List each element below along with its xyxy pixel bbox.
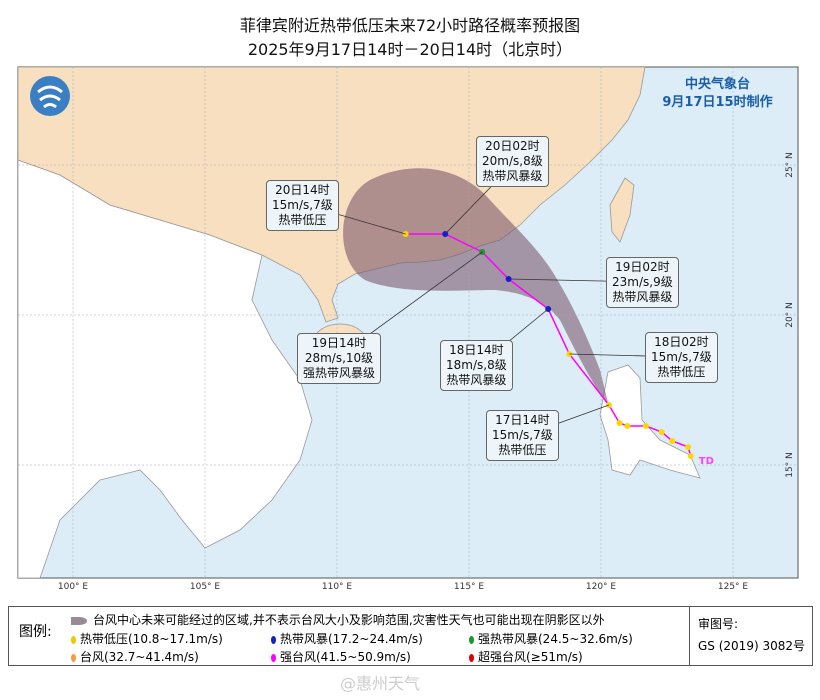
past-track-point [624,423,631,429]
legend-item: 热带低压(10.8~17.1m/s) [71,630,223,647]
lon-tick-label: 120° E [586,582,617,592]
forecast-time: 18日02时 [654,335,709,349]
legend-item-label: 强台风(41.5~50.9m/s) [280,650,411,664]
lon-tick-label: 110° E [322,582,353,592]
category-dot-icon [71,653,76,662]
past-track-point [687,453,694,459]
audit-number-box: 审图号: GS (2019) 3082号 [689,607,812,665]
legend-item: 超强台风(≥51m/s) [469,648,583,665]
audit-number: GS (2019) 3082号 [698,639,805,653]
forecast-wind: 15m/s,7级 [651,350,712,364]
category-dot-icon [271,653,276,662]
forecast-cone [343,168,609,407]
legend-heading: 图例: [19,624,52,640]
forecast-label: 20日14时 15m/s,7级 热带低压 [266,180,339,231]
lon-tick-label: 105° E [190,582,221,592]
category-dot-icon [469,653,474,662]
issue-time: 9月17日15时制作 [662,95,773,110]
forecast-label: 19日14时 28m/s,10级 强热带风暴级 [297,333,382,384]
legend-item-label: 热带低压(10.8~17.1m/s) [80,632,223,646]
past-track-point [669,438,676,444]
past-track-point [658,429,665,435]
forecast-label: 17日14时 15m/s,7级 热带低压 [486,410,559,461]
legend-item: 强热带风暴(24.5~32.6m/s) [469,630,633,647]
forecast-time: 19日14时 [311,336,367,350]
forecast-grade: 热带低压 [657,365,706,379]
map-subtitle: 2025年9月17日14时－20日14时（北京时） [247,40,573,59]
forecast-time: 20日02时 [485,139,540,153]
legend-item: 台风(32.7~41.4m/s) [71,648,199,665]
td-label: TD [699,456,714,467]
category-dot-icon [271,635,276,644]
legend-item-label: 热带风暴(17.2~24.4m/s) [280,632,423,646]
legend-item: 热带风暴(17.2~24.4m/s) [271,630,423,647]
legend-item-label: 台风(32.7~41.4m/s) [80,650,199,664]
forecast-wind: 28m/s,10级 [304,351,374,365]
map-title: 菲律宾附近热带低压未来72小时路径概率预报图 [239,16,581,35]
past-track-point [685,444,692,450]
category-dot-icon [469,635,474,644]
forecast-grade: 热带风暴级 [482,169,543,183]
past-track-point [616,420,623,426]
forecast-label: 19日02时 23m/s,9级 热带风暴级 [606,257,679,308]
cma-logo [30,76,70,116]
forecast-time: 20日14时 [275,183,330,197]
forecast-wind: 23m/s,9级 [612,275,673,289]
forecast-time: 17日14时 [495,413,550,427]
forecast-label: 18日02时 15m/s,7级 热带低压 [645,332,718,383]
taiwan-island [609,177,635,243]
lat-tick-label: 20° N [785,302,795,328]
watermark: @惠州天气 [340,674,421,693]
luzon-island [599,364,701,479]
legend-item-label: 超强台风(≥51m/s) [478,650,583,664]
forecast-time: 18日14时 [449,343,504,357]
forecast-grade: 热带风暴级 [446,373,507,387]
lon-tick-label: 100° E [58,582,89,592]
forecast-grade: 强热带风暴级 [303,366,376,380]
cone-swatch-icon [71,616,87,625]
audit-label: 审图号: [698,617,739,631]
agency-name: 中央气象台 [684,77,750,92]
legend-item-label: 强热带风暴(24.5~32.6m/s) [478,632,633,646]
lat-tick-label: 25° N [785,152,795,178]
past-track-point [642,423,649,429]
lon-tick-label: 115° E [454,582,485,592]
forecast-grade: 热带风暴级 [612,290,673,304]
agency-stamp: 中央气象台 9月17日15时制作 [650,76,785,112]
forecast-label: 20日02时 20m/s,8级 热带风暴级 [476,136,549,187]
legend-cone-text: 台风中心未来可能经过的区域,并不表示台风大小及影响范围,灾害性天气也可能出现在阴… [93,613,605,627]
forecast-wind: 15m/s,7级 [272,198,333,212]
legend-item: 强台风(41.5~50.9m/s) [271,648,411,665]
forecast-grade: 热带低压 [498,443,547,457]
forecast-wind: 20m/s,8级 [482,154,543,168]
category-dot-icon [71,635,76,644]
lat-tick-label: 15° N [785,452,795,478]
forecast-time: 19日02时 [615,260,670,274]
forecast-grade: 热带低压 [278,213,327,227]
legend-cone: 台风中心未来可能经过的区域,并不表示台风大小及影响范围,灾害性天气也可能出现在阴… [71,611,605,628]
lon-tick-label: 125° E [718,582,749,592]
forecast-wind: 15m/s,7级 [492,428,553,442]
forecast-wind: 18m/s,8级 [446,358,507,372]
forecast-label: 18日14时 18m/s,8级 热带风暴级 [440,340,513,391]
legend: 图例: 台风中心未来可能经过的区域,并不表示台风大小及影响范围,灾害性天气也可能… [8,606,813,666]
